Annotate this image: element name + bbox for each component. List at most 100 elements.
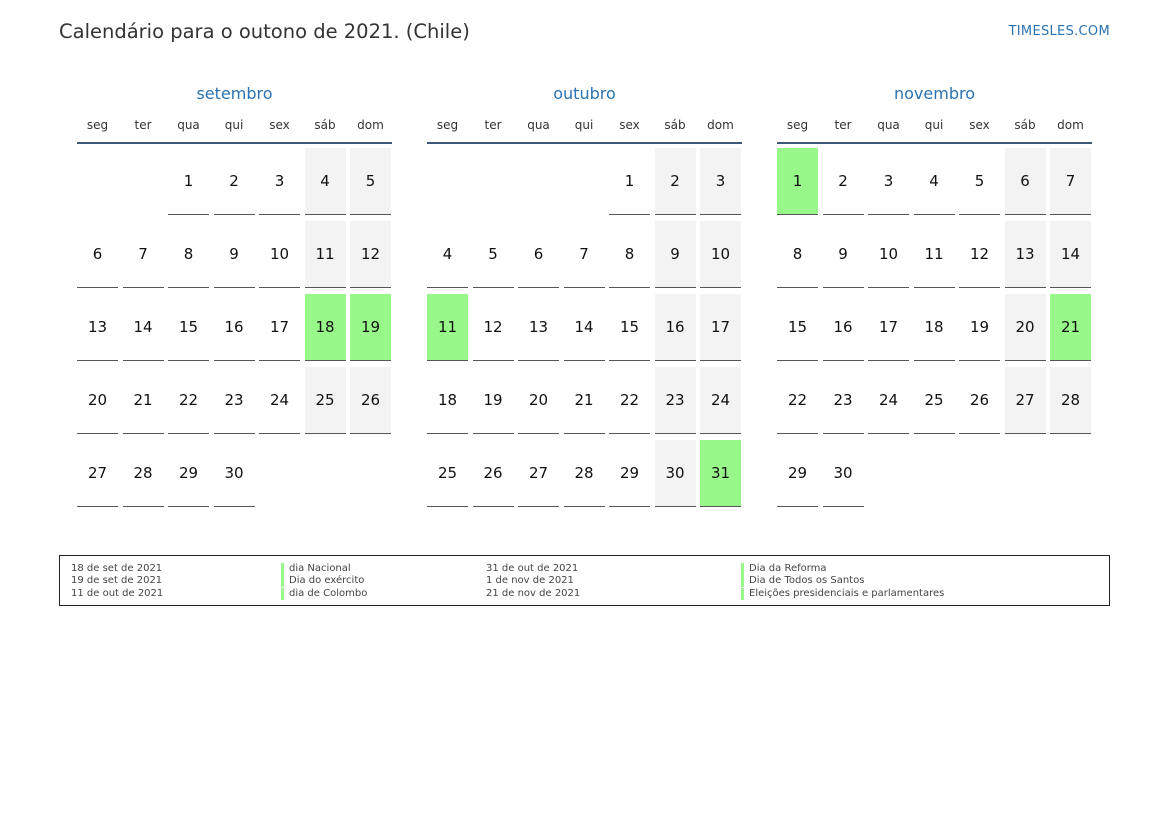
weekday-label: sex: [269, 118, 290, 132]
month-name: novembro: [894, 84, 975, 103]
weekday-label: qua: [527, 118, 550, 132]
site-link[interactable]: TIMESLES.COM: [1008, 24, 1110, 39]
legend-date: 1 de nov de 2021: [486, 575, 574, 586]
legend-date: 19 de set de 2021: [71, 575, 163, 586]
day-cell: 1: [168, 148, 209, 215]
weekday-header: seg ter qua qui sex sáb dom: [77, 118, 392, 144]
legend-row: 11 de out de 2021 dia de Colombo 21 de n…: [60, 588, 1109, 600]
day-cell: 23: [654, 367, 696, 434]
day-cell: 22: [609, 367, 650, 434]
day-cell: 29: [777, 440, 818, 507]
day-cell: 7: [563, 221, 605, 288]
weekday-label: qua: [177, 118, 200, 132]
day-cell: 14: [122, 294, 164, 361]
weekday-label: sex: [619, 118, 640, 132]
empty-day-cell: [427, 148, 468, 215]
day-cell: 3: [868, 148, 909, 215]
legend-row: 18 de set de 2021 dia Nacional 31 de out…: [60, 563, 1109, 575]
empty-day-cell: [564, 148, 605, 215]
day-cell: 7: [122, 221, 164, 288]
weekday-label: seg: [86, 118, 109, 132]
legend-holiday-name: dia de Colombo: [281, 588, 367, 600]
day-cell: 7: [1050, 148, 1091, 215]
day-cell: 8: [777, 221, 818, 288]
weekday-header: seg ter qua qui sex sáb dom: [427, 118, 742, 144]
day-cell: 30: [822, 440, 864, 507]
day-cell: 15: [777, 294, 818, 361]
day-cell: 17: [259, 294, 300, 361]
day-cell: 5: [472, 221, 514, 288]
day-cell: 10: [259, 221, 300, 288]
day-cell: 14: [1050, 221, 1091, 288]
day-cell: 19: [959, 294, 1000, 361]
weekday-label: sáb: [314, 118, 336, 132]
day-cell: 5: [959, 148, 1000, 215]
weekday-label: sáb: [1014, 118, 1036, 132]
weekday-header: seg ter qua qui sex sáb dom: [777, 118, 1092, 144]
day-cell: 23: [213, 367, 255, 434]
day-cell: 1: [609, 148, 650, 215]
holiday-day-cell: 19: [350, 294, 391, 361]
day-cell: 28: [122, 440, 164, 507]
day-cell: 28: [563, 440, 605, 507]
day-cell: 5: [350, 148, 391, 215]
day-cell: 10: [868, 221, 909, 288]
day-cell: 25: [913, 367, 955, 434]
day-cell: 2: [654, 148, 696, 215]
empty-day-cell: [518, 148, 559, 215]
empty-day-cell: [123, 148, 164, 215]
holiday-legend: 18 de set de 2021 dia Nacional 31 de out…: [59, 555, 1110, 606]
day-cell: 15: [168, 294, 209, 361]
day-cell: 18: [427, 367, 468, 434]
day-cell: 12: [472, 294, 514, 361]
day-cell: 13: [1004, 221, 1046, 288]
day-cell: 19: [472, 367, 514, 434]
day-cell: 30: [213, 440, 255, 507]
weekday-label: sex: [969, 118, 990, 132]
legend-holiday-name: dia Nacional: [281, 563, 351, 575]
weekday-label: dom: [357, 118, 384, 132]
day-cell: 2: [822, 148, 864, 215]
day-grid: 1 2 3 4 5 6 7 8 9 10 11 12 13 14 15 16 17 18 19 20 21 22 23 24 2…: [427, 148, 742, 513]
day-cell: 28: [1050, 367, 1091, 434]
weekday-label: qui: [574, 118, 594, 132]
legend-date: 21 de nov de 2021: [486, 588, 581, 599]
weekday-label: qui: [924, 118, 944, 132]
day-cell: 11: [304, 221, 346, 288]
day-cell: 23: [822, 367, 864, 434]
day-cell: 29: [609, 440, 650, 507]
day-cell: 4: [304, 148, 346, 215]
day-cell: 15: [609, 294, 650, 361]
day-cell: 22: [777, 367, 818, 434]
day-cell: 24: [868, 367, 909, 434]
legend-holiday-name: Dia do exército: [281, 575, 364, 587]
day-cell: 20: [1004, 294, 1046, 361]
month-name: outubro: [553, 84, 616, 103]
holiday-day-cell: 21: [1050, 294, 1091, 361]
day-cell: 21: [563, 367, 605, 434]
day-cell: 24: [259, 367, 300, 434]
day-cell: 4: [913, 148, 955, 215]
day-cell: 27: [518, 440, 559, 507]
day-cell: 16: [213, 294, 255, 361]
empty-day-cell: [77, 148, 118, 215]
weekday-label: ter: [834, 118, 852, 132]
weekday-label: sáb: [664, 118, 686, 132]
day-cell: 3: [700, 148, 741, 215]
day-cell: 8: [609, 221, 650, 288]
legend-holiday-name: Dia de Todos os Santos: [741, 575, 864, 587]
weekday-label: seg: [436, 118, 459, 132]
empty-day-cell: [473, 148, 514, 215]
weekday-label: dom: [1057, 118, 1084, 132]
day-cell: 12: [350, 221, 391, 288]
day-cell: 13: [518, 294, 559, 361]
day-cell: 9: [822, 221, 864, 288]
day-cell: 4: [427, 221, 468, 288]
day-cell: 26: [959, 367, 1000, 434]
day-cell: 24: [700, 367, 741, 434]
day-cell: 13: [77, 294, 118, 361]
day-cell: 27: [1004, 367, 1046, 434]
legend-date: 18 de set de 2021: [71, 563, 163, 574]
